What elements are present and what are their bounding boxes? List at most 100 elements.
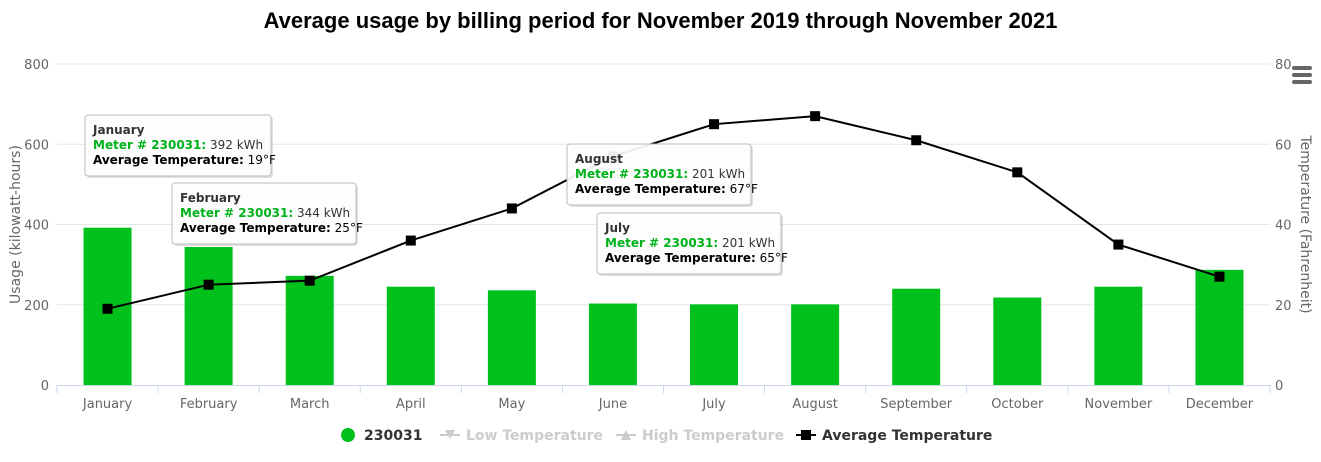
legend-label: Average Temperature xyxy=(822,428,992,444)
x-tick-label: August xyxy=(792,397,838,412)
y-tick-label: 400 xyxy=(24,219,49,234)
tooltip-usage-value: 392 kWh xyxy=(206,138,263,152)
tooltip-usage-row: Meter # 230031: 201 kWh xyxy=(575,167,745,181)
menu-bar xyxy=(1292,66,1312,70)
usage-bar xyxy=(791,304,840,385)
x-tick-label: January xyxy=(82,397,133,412)
menu-bar xyxy=(1292,80,1312,84)
legend-triangle-down-icon xyxy=(445,430,455,439)
y2-axis-title: Temperature (Fahrenheit) xyxy=(1297,134,1313,313)
legend-item: 230031 xyxy=(341,428,422,444)
tooltip-temp-value: 25°F xyxy=(331,221,363,235)
tooltip-usage-value: 201 kWh xyxy=(688,167,745,181)
temperature-line xyxy=(102,111,1225,314)
usage-bar xyxy=(386,286,435,385)
tooltip-meter-label: Meter # 230031: xyxy=(93,138,206,152)
tooltip-usage-row: Meter # 230031: 344 kWh xyxy=(180,206,350,220)
x-tick-label: February xyxy=(180,397,238,412)
legend-label: Low Temperature xyxy=(466,428,603,444)
tooltip-usage-value: 344 kWh xyxy=(293,206,350,220)
y-tick-label: 600 xyxy=(24,138,49,153)
tooltip-box xyxy=(596,212,782,275)
temperature-point xyxy=(304,275,315,286)
tooltip-usage-row: Meter # 230031: 392 kWh xyxy=(93,138,263,152)
usage-bars xyxy=(83,227,1244,385)
y-tick-label: 800 xyxy=(24,58,49,73)
x-tick-label: December xyxy=(1186,397,1254,412)
tooltip-temp-row: Average Temperature: 19°F xyxy=(93,153,276,167)
y2-tick-label: 0 xyxy=(1275,379,1283,394)
tooltip-temp-value: 67°F xyxy=(726,182,758,196)
tooltip-month: January xyxy=(92,123,145,137)
temperature-series-line xyxy=(107,115,1220,310)
tooltip-month: February xyxy=(180,191,241,205)
tooltip-usage-row: Meter # 230031: 201 kWh xyxy=(605,236,775,250)
legend-label: 230031 xyxy=(364,428,422,444)
temperature-point xyxy=(102,303,113,314)
x-tick-label: April xyxy=(396,397,426,412)
hamburger-menu-icon[interactable] xyxy=(1292,66,1314,86)
legend-circle-icon xyxy=(341,428,355,442)
x-tick-label: October xyxy=(991,397,1044,412)
temperature-point xyxy=(203,279,214,290)
x-tick-label: July xyxy=(701,397,726,412)
usage-bar xyxy=(285,275,334,385)
legend-item: Low Temperature xyxy=(440,428,603,444)
y2-tick-label: 60 xyxy=(1275,138,1292,153)
temperature-point xyxy=(1113,239,1124,250)
tooltip-usage-value: 201 kWh xyxy=(718,236,775,250)
temperature-point xyxy=(1012,167,1023,178)
legend-item: Average Temperature xyxy=(796,428,992,444)
usage-bar xyxy=(690,304,739,385)
tooltip-month: July xyxy=(604,221,630,235)
tooltip-box xyxy=(566,143,752,206)
tooltip-temp-row: Average Temperature: 65°F xyxy=(605,251,788,265)
usage-bar xyxy=(1094,286,1143,385)
usage-bar xyxy=(588,303,637,385)
temperature-point xyxy=(911,135,922,146)
legend-square-icon xyxy=(801,430,811,440)
tooltip-temp-label: Average Temperature: xyxy=(180,221,331,235)
menu-bar xyxy=(1292,73,1312,77)
usage-bar xyxy=(892,288,941,385)
usage-bar xyxy=(184,246,233,385)
chart-title: Average usage by billing period for Nove… xyxy=(263,8,1058,33)
temperature-point xyxy=(709,119,720,130)
tooltip-temp-value: 65°F xyxy=(756,251,788,265)
x-tick-label: September xyxy=(880,397,953,412)
tooltip-month: August xyxy=(575,152,623,166)
y2-tick-label: 20 xyxy=(1275,299,1292,314)
usage-bar xyxy=(993,297,1042,385)
y2-tick-label: 80 xyxy=(1275,58,1292,73)
legend: 230031 Low Temperature High Temperature Ave… xyxy=(341,428,992,444)
temperature-point xyxy=(1214,271,1225,282)
y-tick-label: 0 xyxy=(41,379,49,394)
temperature-point xyxy=(405,235,416,246)
x-tick-label: November xyxy=(1085,397,1153,412)
legend-label: High Temperature xyxy=(642,428,784,444)
usage-bar xyxy=(487,290,536,385)
temperature-point xyxy=(810,111,821,122)
y2-tick-label: 40 xyxy=(1275,219,1292,234)
tooltip-temp-value: 19°F xyxy=(244,153,276,167)
tooltip-temp-label: Average Temperature: xyxy=(605,251,756,265)
temperature-point xyxy=(506,203,517,214)
legend-item: High Temperature xyxy=(616,428,784,444)
tooltip-temp-label: Average Temperature: xyxy=(93,153,244,167)
tooltip-box xyxy=(171,182,357,245)
tooltip-meter-label: Meter # 230031: xyxy=(180,206,293,220)
y-axis-title: Usage (kilowatt-hours) xyxy=(8,145,24,304)
x-tick-label: March xyxy=(290,397,330,412)
y-tick-label: 200 xyxy=(24,299,49,314)
x-tick-label: May xyxy=(498,397,525,412)
tooltip-temp-row: Average Temperature: 25°F xyxy=(180,221,363,235)
tooltip-temp-label: Average Temperature: xyxy=(575,182,726,196)
usage-bar xyxy=(1195,269,1244,385)
legend-triangle-up-icon xyxy=(621,430,631,440)
